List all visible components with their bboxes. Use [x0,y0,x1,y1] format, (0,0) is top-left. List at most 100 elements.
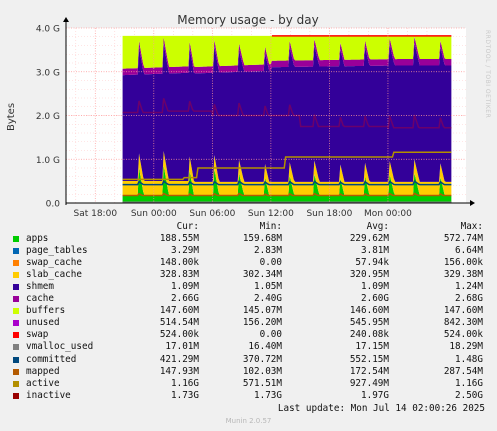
legend-swatch [13,380,19,387]
legend-max-value: 524.00k [443,329,483,341]
legend-row-cache: cache 2.66G 2.40G 2.60G 2.68G [12,293,492,305]
legend-cur-value: 1.09M [171,281,199,293]
legend-cur-value: 188.55M [159,233,199,245]
legend-avg-value: 2.60G [361,293,389,305]
legend-avg-value: 17.15M [355,341,389,353]
legend-avg-value: 229.62M [349,233,389,245]
legend-row-inactive: inactive 1.73G 1.73G 1.97G 2.50G [12,390,492,402]
legend-row-swap-cache: swap_cache 148.00k 0.00 57.94k 156.00k [12,257,492,269]
y-tick-label: 4.0 G [36,25,60,35]
area-apps [122,165,452,203]
legend-series-name: slab_cache [26,269,82,281]
legend-min-value: 302.34M [242,269,282,281]
legend-row-mapped: mapped 147.93M 102.03M 172.54M 287.54M [12,366,492,378]
legend-min-value: 16.40M [248,341,282,353]
legend-avg-value: 552.15M [349,353,389,365]
legend-max-value: 572.74M [443,233,483,245]
legend-avg-value: 1.09M [361,281,389,293]
legend-series-name: swap [26,329,49,341]
area-unused [122,35,452,69]
x-tick-label: Sun 06:00 [189,209,235,219]
legend-cur-value: 2.66G [171,293,199,305]
legend-max-value: 1.48G [455,353,483,365]
legend-row-swap: swap 524.00k 0.00 240.08k 524.00k [12,329,492,341]
legend-swatch [13,260,19,267]
line-mapped [122,192,452,197]
legend-swatch [13,272,19,279]
legend-row-slab-cache: slab_cache 328.83M 302.34M 320.95M 329.38M [12,269,492,281]
legend-cur-value: 147.93M [159,365,199,377]
legend-cur-value: 147.60M [159,305,199,317]
legend-row-unused: unused 514.54M 156.20M 545.95M 842.30M [12,317,492,329]
legend-max-value: 842.30M [443,317,483,329]
legend-min-value: 156.20M [242,317,282,329]
legend-series-name: inactive [26,389,71,401]
y-tick-label: 0.0 [46,200,61,210]
legend-avg-value: 3.81M [361,245,389,257]
legend-header-max: Max: [460,221,483,232]
legend-series-name: buffers [26,305,66,317]
legend-min-value: 1.73G [254,389,282,401]
legend-min-value: 0.00 [259,257,282,269]
legend-min-value: 0.00 [259,329,282,341]
y-tick-label: 1.0 G [36,156,60,166]
legend: Cur: Min: Avg: Max: apps 188.55M 159.68M 22… [12,221,492,402]
legend-header-avg: Avg: [366,221,389,232]
legend-swatch [13,356,19,363]
line-committed [122,180,452,186]
legend-avg-value: 927.49M [349,377,389,389]
rrdtool-watermark: RRDTOOL / TOBI OETIKER [484,30,491,118]
legend-swatch [13,296,19,303]
legend-series-name: vmalloc_used [26,341,94,353]
legend-avg-value: 172.54M [349,365,389,377]
munin-version: Munin 2.0.57 [225,417,272,425]
legend-row-apps: apps 188.55M 159.68M 229.62M 572.74M [12,233,492,245]
line-active [122,151,452,181]
legend-swatch [13,308,19,315]
legend-series-name: cache [26,293,54,305]
legend-row-buffers: buffers 147.60M 145.07M 146.60M 147.60M [12,305,492,317]
y-axis-label: Bytes [6,103,17,131]
plot-area: 0.0 1.0 G 2.0 G 3.0 G 4.0 G Sat 18:00 Sun 00:0… [36,17,475,219]
legend-max-value: 2.68G [455,293,483,305]
legend-series-name: active [26,377,60,389]
legend-cur-value: 514.54M [159,317,199,329]
legend-cur-value: 421.29M [159,353,199,365]
legend-cur-value: 524.00k [159,329,199,341]
x-tick-label: Sun 18:00 [306,209,352,219]
legend-cur-value: 148.00k [159,257,199,269]
legend-min-value: 571.51M [242,377,282,389]
legend-series-name: swap_cache [26,257,82,269]
legend-min-value: 2.83M [254,245,282,257]
legend-swatch [13,392,19,399]
legend-swatch [13,344,19,351]
area-cache [122,42,452,182]
legend-avg-value: 320.95M [349,269,389,281]
legend-row-page-tables: page_tables 3.29M 2.83M 3.81M 6.64M [12,245,492,257]
legend-max-value: 147.60M [443,305,483,317]
legend-row-committed: committed 421.29M 370.72M 552.15M 1.48G [12,354,492,366]
legend-max-value: 156.00k [443,257,483,269]
x-axis-arrow [470,200,475,206]
legend-series-name: apps [26,233,49,245]
legend-min-value: 1.05M [254,281,282,293]
legend-avg-value: 57.94k [355,257,389,269]
legend-max-value: 6.64M [455,245,483,257]
legend-cur-value: 3.29M [171,245,199,257]
legend-row-shmem: shmem 1.09M 1.05M 1.09M 1.24M [12,281,492,293]
legend-min-value: 2.40G [254,293,282,305]
legend-swatch [13,332,19,339]
x-tick-label: Mon 00:00 [364,209,412,219]
memory-usage-chart: Memory usage - by day Bytes RRDTOOL / TO… [6,13,491,219]
legend-min-value: 370.72M [242,353,282,365]
legend-avg-value: 1.97G [361,389,389,401]
legend-header: Cur: Min: Avg: Max: [12,221,492,233]
area-buffers [122,36,452,76]
last-update: Last update: Mon Jul 14 02:00:26 2025 [277,403,485,414]
legend-min-value: 159.68M [242,233,282,245]
y-tick-label: 3.0 G [36,68,60,78]
legend-cur-value: 1.73G [171,389,199,401]
legend-max-value: 2.50G [455,389,483,401]
legend-row-active: active 1.16G 571.51M 927.49M 1.16G [12,378,492,390]
legend-min-value: 102.03M [242,365,282,377]
